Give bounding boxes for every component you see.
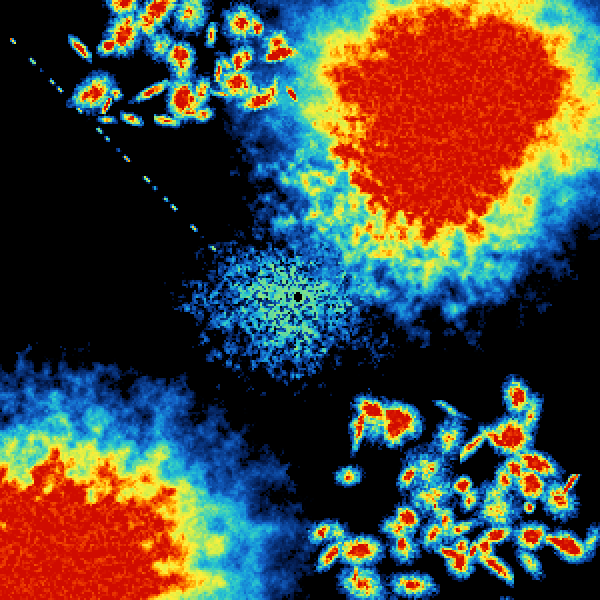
radar-reflectivity-image bbox=[0, 0, 600, 600]
radar-reflectivity-canvas bbox=[0, 0, 600, 600]
